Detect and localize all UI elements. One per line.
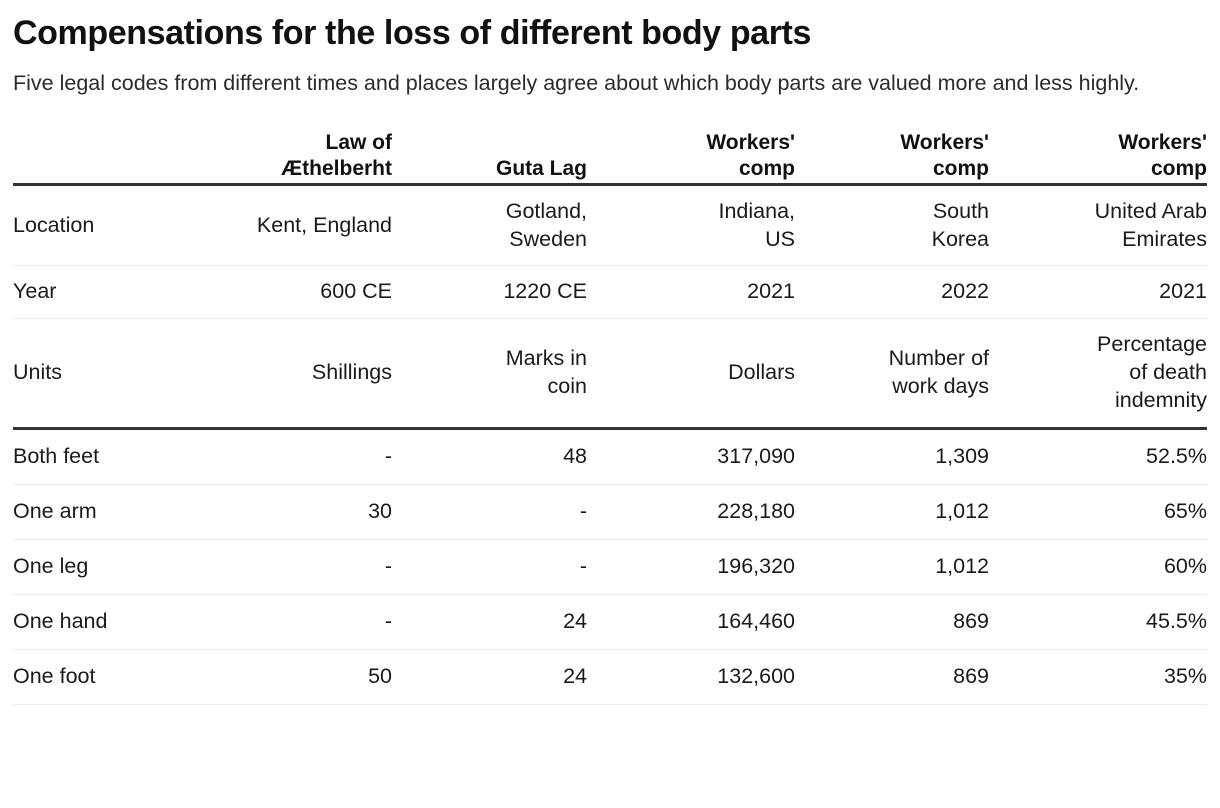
cell-one-hand-korea: 869	[953, 609, 989, 634]
cell-line2: Korea	[931, 226, 989, 251]
cell-line1: South	[932, 198, 989, 223]
cell-line1: Marks in	[505, 346, 587, 371]
table-meta-body: Location Kent, England Gotland, Sweden I…	[13, 184, 1207, 429]
cell-one-foot-uae: 35%	[1163, 663, 1207, 688]
cell-line1: Kent, England	[256, 212, 392, 237]
cell-one-foot-indiana: 132,600	[717, 663, 795, 688]
table-row-units: Units Shillings Marks in coin Dollars Nu…	[13, 319, 1207, 429]
cell-one-leg-korea: 1,012	[935, 554, 989, 579]
cell-one-hand-indiana: 164,460	[717, 609, 795, 634]
cell-one-hand-guta-lag: 24	[563, 609, 587, 634]
column-header-line2: comp	[932, 157, 989, 181]
row-label-units: Units	[13, 360, 62, 385]
cell-one-leg-guta-lag: -	[579, 554, 587, 579]
cell-line1: Number of	[888, 346, 989, 371]
cell-year-guta-lag: 1220 CE	[503, 279, 587, 304]
column-header-aethelberht: Law of Æthelberht	[203, 130, 392, 184]
table-head: Law of Æthelberht Guta Lag Workers' comp…	[13, 130, 1207, 185]
cell-year-uae: 2021	[1159, 279, 1207, 304]
cell-one-arm-aethelberht: 30	[368, 499, 392, 524]
cell-units-guta-lag: Marks in coin	[392, 319, 587, 429]
cell-line2: of death	[1129, 360, 1207, 385]
cell-one-foot-guta-lag: 24	[563, 663, 587, 688]
row-label-one-leg: One leg	[13, 554, 89, 579]
cell-units-uae: Percentage of death indemnity	[989, 319, 1207, 429]
cell-one-hand-aethelberht: -	[384, 609, 392, 634]
cell-line1: Indiana,	[718, 198, 795, 223]
column-header-line1: Law of	[325, 130, 393, 154]
cell-line2: work days	[892, 374, 989, 399]
table-row-location: Location Kent, England Gotland, Sweden I…	[13, 184, 1207, 266]
cell-year-korea: 2022	[941, 279, 989, 304]
column-header-line2: Guta Lag	[495, 157, 587, 181]
table-row: One leg - - 196,320 1,012 60%	[13, 540, 1207, 595]
cell-line1: Percentage	[1097, 332, 1207, 357]
column-header-line1: Workers'	[900, 130, 989, 154]
table-row: One foot 50 24 132,600 869 35%	[13, 649, 1207, 705]
column-header-line2: comp	[738, 157, 795, 181]
cell-units-aethelberht: Shillings	[203, 319, 392, 429]
column-header-workers-comp-uae: Workers' comp	[989, 130, 1207, 184]
cell-one-leg-uae: 60%	[1163, 554, 1207, 579]
table-data-body: Both feet - 48 317,090 1,309 52.5% One a…	[13, 429, 1207, 705]
cell-location-korea: South Korea	[795, 184, 989, 266]
table-row-year: Year 600 CE 1220 CE 2021 2022 2021	[13, 266, 1207, 319]
cell-line1: Gotland,	[505, 198, 587, 223]
cell-location-aethelberht: Kent, England	[203, 184, 392, 266]
cell-one-leg-indiana: 196,320	[717, 554, 795, 579]
row-label-one-foot: One foot	[13, 663, 96, 688]
table-row: Both feet - 48 317,090 1,309 52.5%	[13, 429, 1207, 485]
table-header-row: Law of Æthelberht Guta Lag Workers' comp…	[13, 130, 1207, 185]
column-header-line2: Æthelberht	[281, 157, 392, 181]
page-subtitle: Five legal codes from different times an…	[13, 71, 1140, 96]
column-header-workers-comp-indiana: Workers' comp	[587, 130, 795, 184]
table-row: One arm 30 - 228,180 1,012 65%	[13, 485, 1207, 540]
cell-one-leg-aethelberht: -	[384, 554, 392, 579]
cell-both-feet-indiana: 317,090	[717, 444, 795, 469]
cell-both-feet-guta-lag: 48	[563, 444, 587, 469]
cell-line2: US	[765, 226, 795, 251]
cell-one-hand-uae: 45.5%	[1146, 609, 1207, 634]
column-header-line2: comp	[1150, 157, 1207, 181]
compensations-table: Law of Æthelberht Guta Lag Workers' comp…	[13, 130, 1207, 705]
cell-year-indiana: 2021	[747, 279, 795, 304]
column-header-line1: Workers'	[1118, 130, 1207, 154]
cell-both-feet-uae: 52.5%	[1146, 444, 1207, 469]
cell-location-uae: United Arab Emirates	[989, 184, 1207, 266]
cell-both-feet-korea: 1,309	[935, 444, 989, 469]
cell-line1: Dollars	[728, 360, 795, 385]
cell-one-arm-indiana: 228,180	[717, 499, 795, 524]
cell-one-foot-korea: 869	[953, 663, 989, 688]
cell-both-feet-aethelberht: -	[384, 444, 392, 469]
cell-line1: Shillings	[311, 360, 392, 385]
cell-one-arm-guta-lag: -	[579, 499, 587, 524]
page-title: Compensations for the loss of different …	[13, 14, 811, 52]
row-label-one-hand: One hand	[13, 609, 108, 634]
cell-line2: Sweden	[509, 226, 587, 251]
row-label-year: Year	[13, 279, 57, 304]
column-header-line1: Workers'	[706, 130, 795, 154]
row-label-one-arm: One arm	[13, 499, 97, 524]
cell-units-korea: Number of work days	[795, 319, 989, 429]
cell-year-aethelberht: 600 CE	[320, 279, 392, 304]
row-label-location: Location	[13, 212, 95, 237]
cell-one-arm-korea: 1,012	[935, 499, 989, 524]
cell-line1: United Arab	[1094, 198, 1207, 223]
cell-one-foot-aethelberht: 50	[368, 663, 392, 688]
cell-location-guta-lag: Gotland, Sweden	[392, 184, 587, 266]
cell-line2: Emirates	[1122, 226, 1207, 251]
cell-line3: indemnity	[1114, 388, 1207, 413]
column-header-workers-comp-korea: Workers' comp	[795, 130, 989, 184]
cell-location-indiana: Indiana, US	[587, 184, 795, 266]
cell-units-indiana: Dollars	[587, 319, 795, 429]
row-label-both-feet: Both feet	[13, 444, 100, 469]
column-header-guta-lag: Guta Lag	[392, 130, 587, 184]
column-header-label	[13, 130, 203, 184]
cell-line2: coin	[547, 374, 587, 399]
cell-one-arm-uae: 65%	[1163, 499, 1207, 524]
table-row: One hand - 24 164,460 869 45.5%	[13, 595, 1207, 650]
